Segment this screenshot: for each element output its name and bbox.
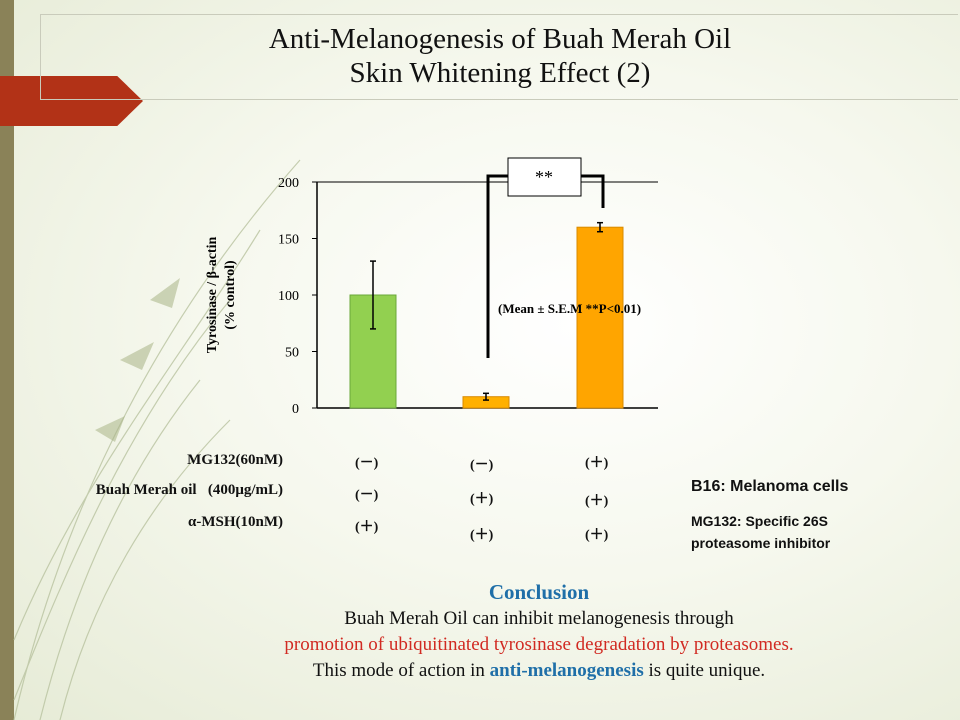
title-line-2: Skin Whitening Effect (2) [349, 57, 651, 89]
title-arrow-tab [0, 76, 143, 126]
conclusion-line-1: Buah Merah Oil can inhibit melanogenesis… [344, 608, 734, 629]
slide-title: Anti-Melanogenesis of Buah Merah Oil Ski… [140, 22, 860, 90]
condition-sign: (－) [355, 456, 379, 471]
condition-label: Buah Merah oil (400μg/mL) [95, 482, 283, 498]
condition-label: MG132(60nM) [187, 452, 283, 468]
mg132-note: MG132: Specific 26S proteasome inhibitor [691, 510, 891, 554]
condition-sign: (＋) [355, 520, 379, 535]
cell-line-note: B16: Melanoma cells [691, 478, 849, 495]
conclusion-highlight: anti-melanogenesis [489, 660, 644, 681]
condition-sign: (－) [470, 458, 494, 473]
stats-annotation: (Mean ± S.E.M **P<0.01) [498, 301, 641, 316]
mg132-note-line-1: MG132: Specific 26S [691, 513, 828, 529]
y-axis-title-line-1: Tyrosinase / β-actin [205, 237, 220, 354]
y-tick-label: 0 [292, 402, 299, 417]
bar [576, 226, 624, 409]
y-tick-label: 50 [285, 346, 299, 361]
conclusion-line-3-end: is quite unique. [643, 660, 766, 681]
y-axis-title-line-2: (% control) [223, 260, 238, 330]
y-tick-label: 100 [278, 289, 299, 304]
mg132-note-line-2: proteasome inhibitor [691, 535, 831, 551]
title-line-1: Anti-Melanogenesis of Buah Merah Oil [268, 23, 732, 55]
conclusion-line-3: This mode of action in anti-melanogenesi… [0, 660, 960, 682]
conclusion-title: Conclusion [488, 580, 590, 604]
conclusion-line-3-start: This mode of action in [312, 660, 490, 681]
condition-sign: (＋) [470, 528, 494, 543]
left-accent-bar [0, 0, 14, 720]
y-tick-label: 200 [278, 176, 299, 191]
y-axis-title: Tyrosinase / β-actin (% control) [205, 237, 238, 354]
title-frame [40, 14, 958, 100]
significance-bracket: ** [486, 157, 605, 358]
condition-sign: (＋) [585, 494, 609, 509]
y-tick-labels: 0 50 100 150 200 [278, 176, 317, 417]
condition-sign: (＋) [585, 456, 609, 471]
condition-sign: (＋) [585, 528, 609, 543]
conclusion-line-2: promotion of ubiquitinated tyrosinase de… [284, 634, 794, 655]
significance-label: ** [535, 167, 553, 187]
bar-chart: 0 50 100 150 200 Tyrosinase / β-actin (% con… [205, 157, 658, 417]
y-tick-label: 150 [278, 233, 299, 248]
condition-sign: (－) [355, 488, 379, 503]
condition-sign: (＋) [470, 492, 494, 507]
error-bars [370, 221, 603, 401]
condition-label: α-MSH(10nM) [187, 514, 283, 530]
